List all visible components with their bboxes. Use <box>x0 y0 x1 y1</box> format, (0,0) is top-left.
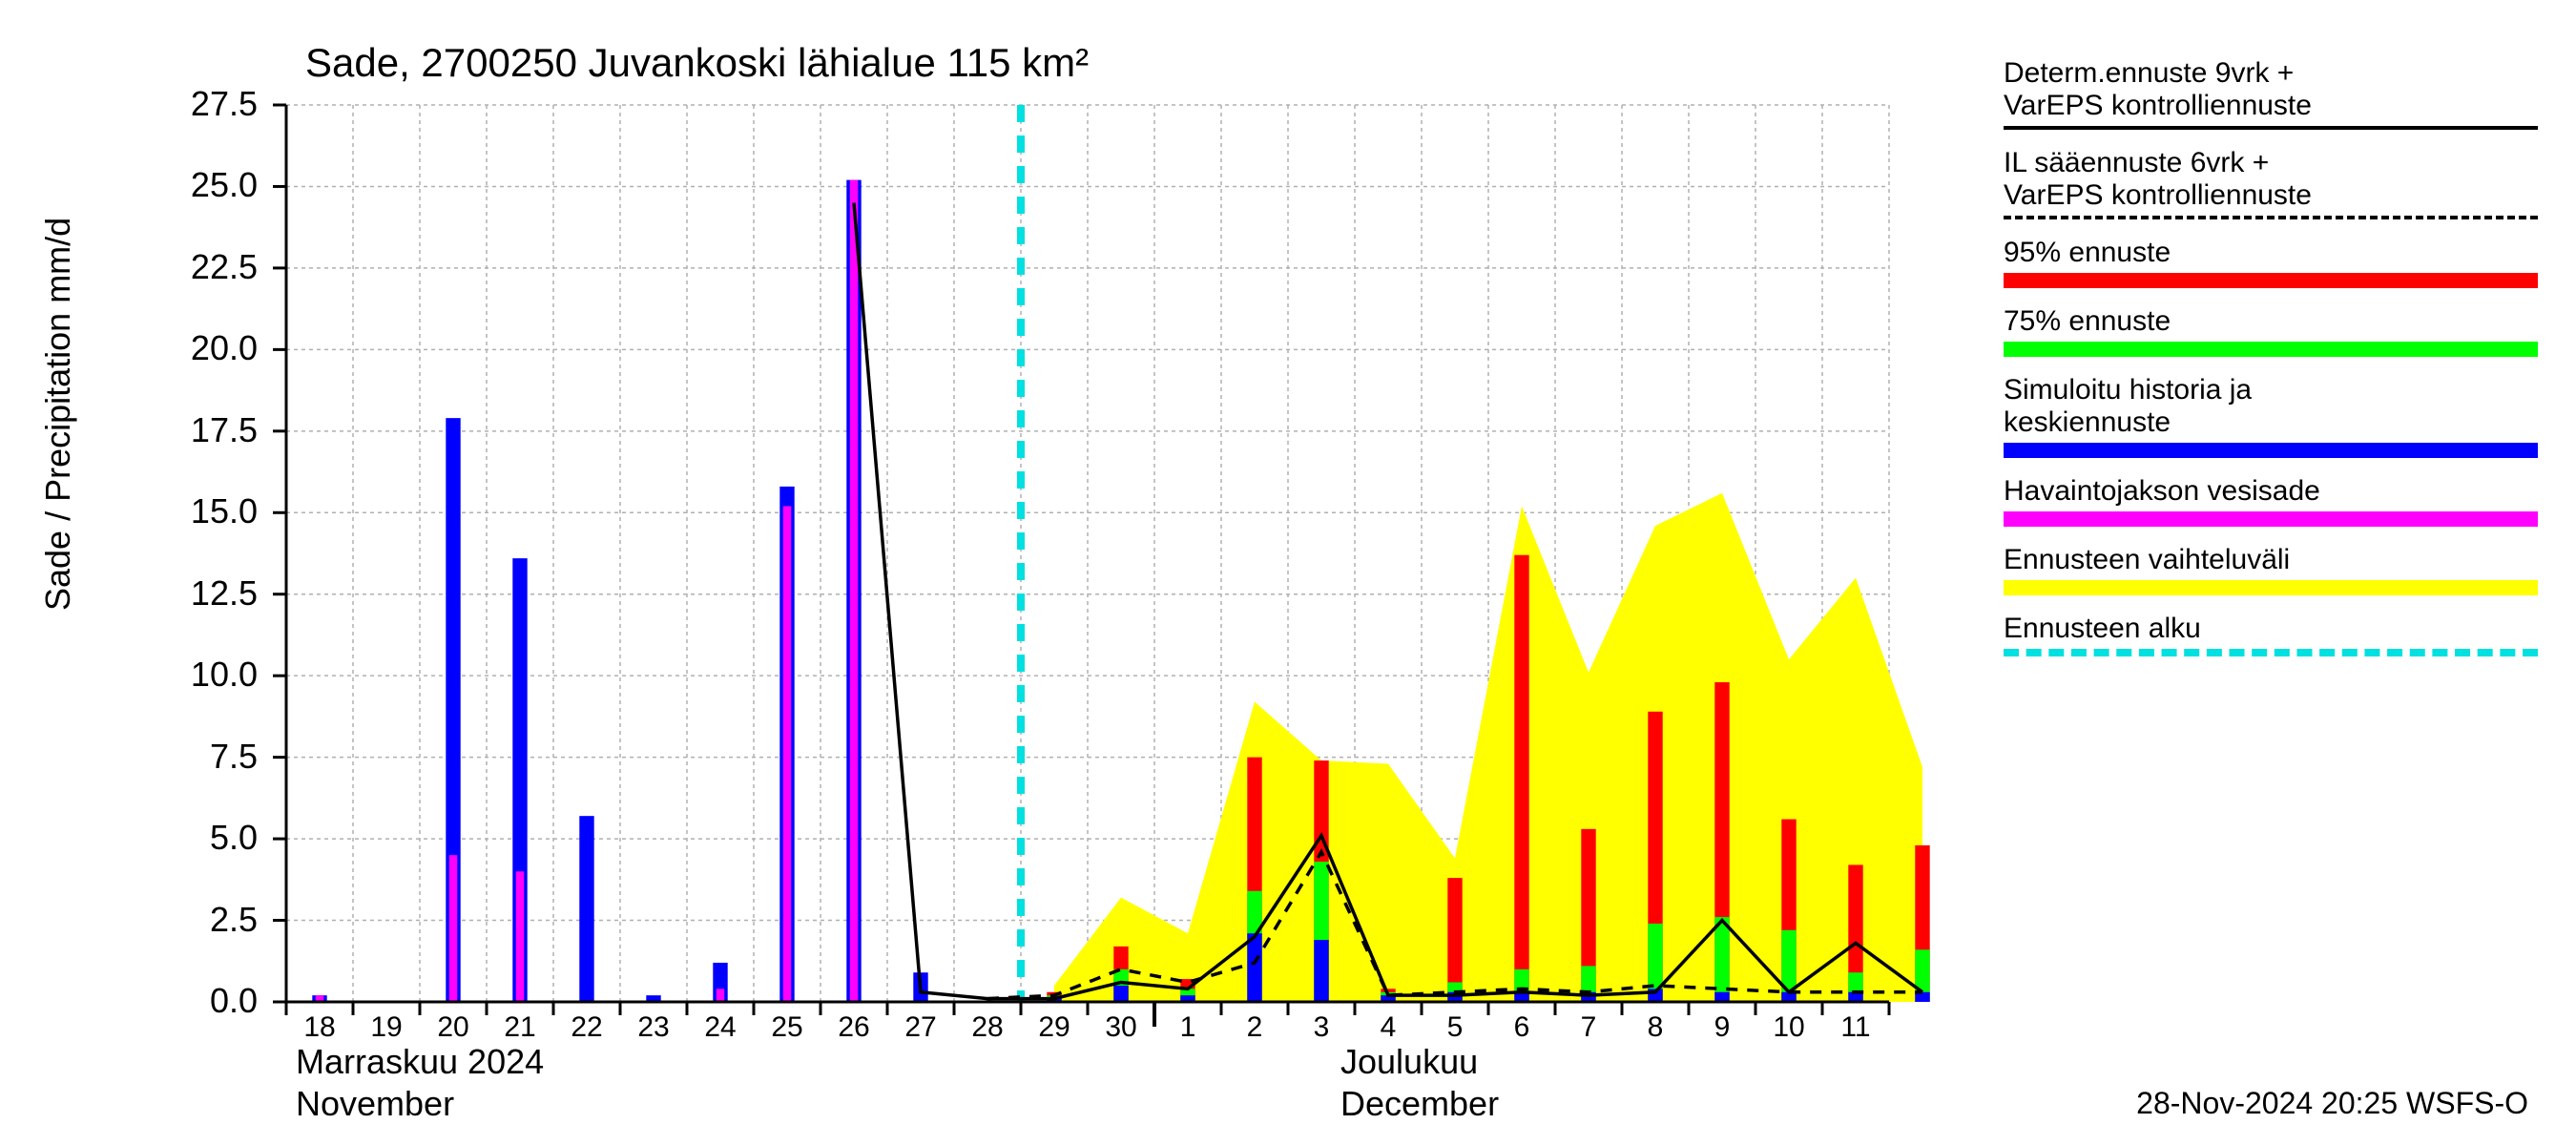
legend-label: 95% ennuste <box>2004 237 2538 269</box>
legend-label: Ennusteen alku <box>2004 613 2538 645</box>
xtick-label: 7 <box>1581 1011 1597 1044</box>
xtick-label: 22 <box>571 1011 602 1044</box>
legend-swatch <box>2004 443 2538 458</box>
xtick-label: 10 <box>1773 1011 1804 1044</box>
ytick-label: 12.5 <box>162 573 258 614</box>
xtick-label: 5 <box>1447 1011 1464 1044</box>
legend-item: Ennusteen alku <box>2004 613 2538 656</box>
ytick-label: 5.0 <box>162 818 258 858</box>
month-right-fi: Joulukuu <box>1340 1042 1478 1082</box>
ytick-label: 20.0 <box>162 328 258 368</box>
xtick-label: 20 <box>437 1011 468 1044</box>
legend-label: Determ.ennuste 9vrk + <box>2004 57 2538 90</box>
legend-label: VarEPS kontrolliennuste <box>2004 90 2538 122</box>
y-axis-label: Sade / Precipitation mm/d <box>38 218 78 611</box>
xtick-label: 25 <box>771 1011 802 1044</box>
month-left-fi: Marraskuu 2024 <box>296 1042 544 1082</box>
xtick-label: 18 <box>303 1011 335 1044</box>
xtick-label: 23 <box>637 1011 669 1044</box>
legend-swatch <box>2004 126 2538 130</box>
legend: Determ.ennuste 9vrk +VarEPS kontrollienn… <box>2004 57 2538 674</box>
xtick-label: 9 <box>1714 1011 1731 1044</box>
ytick-label: 22.5 <box>162 247 258 287</box>
legend-label: Havaintojakson vesisade <box>2004 475 2538 508</box>
xtick-label: 28 <box>971 1011 1003 1044</box>
xtick-label: 27 <box>904 1011 936 1044</box>
xtick-label: 24 <box>704 1011 736 1044</box>
ytick-label: 27.5 <box>162 84 258 124</box>
legend-label: keskiennuste <box>2004 406 2538 439</box>
ytick-label: 17.5 <box>162 410 258 450</box>
xtick-label: 26 <box>838 1011 869 1044</box>
legend-item: IL sääennuste 6vrk + VarEPS kontrollienn… <box>2004 147 2538 219</box>
legend-swatch <box>2004 580 2538 595</box>
ytick-label: 0.0 <box>162 981 258 1021</box>
legend-swatch <box>2004 511 2538 527</box>
xtick-label: 6 <box>1514 1011 1530 1044</box>
legend-swatch <box>2004 649 2538 656</box>
legend-label: IL sääennuste 6vrk + <box>2004 147 2538 179</box>
xtick-label: 4 <box>1381 1011 1397 1044</box>
month-right-en: December <box>1340 1084 1499 1124</box>
ytick-label: 10.0 <box>162 655 258 695</box>
chart-title: Sade, 2700250 Juvankoski lähialue 115 km… <box>305 40 1089 86</box>
legend-item: Determ.ennuste 9vrk +VarEPS kontrollienn… <box>2004 57 2538 130</box>
xtick-label: 11 <box>1840 1011 1870 1044</box>
xtick-label: 30 <box>1105 1011 1136 1044</box>
xtick-label: 19 <box>370 1011 402 1044</box>
legend-item: 95% ennuste <box>2004 237 2538 288</box>
legend-swatch <box>2004 342 2538 357</box>
ytick-label: 2.5 <box>162 900 258 940</box>
legend-label: Ennusteen vaihteluväli <box>2004 544 2538 576</box>
month-left-en: November <box>296 1084 454 1124</box>
legend-item: Ennusteen vaihteluväli <box>2004 544 2538 595</box>
xtick-label: 2 <box>1247 1011 1263 1044</box>
xtick-label: 3 <box>1314 1011 1330 1044</box>
legend-label: 75% ennuste <box>2004 305 2538 338</box>
legend-swatch <box>2004 273 2538 288</box>
chart-container: Sade, 2700250 Juvankoski lähialue 115 km… <box>0 0 2576 1145</box>
legend-label: VarEPS kontrolliennuste <box>2004 179 2538 212</box>
footer-timestamp: 28-Nov-2024 20:25 WSFS-O <box>2136 1086 2528 1121</box>
legend-item: Havaintojakson vesisade <box>2004 475 2538 527</box>
legend-swatch <box>2004 216 2538 219</box>
plot-svg <box>286 105 1889 1002</box>
legend-item: Simuloitu historia jakeskiennuste <box>2004 374 2538 458</box>
xtick-label: 21 <box>504 1011 535 1044</box>
xtick-label: 1 <box>1180 1011 1196 1044</box>
legend-label: Simuloitu historia ja <box>2004 374 2538 406</box>
ytick-label: 7.5 <box>162 737 258 777</box>
xtick-label: 8 <box>1648 1011 1664 1044</box>
ytick-label: 25.0 <box>162 165 258 205</box>
ytick-label: 15.0 <box>162 491 258 531</box>
legend-item: 75% ennuste <box>2004 305 2538 357</box>
plot-area <box>286 105 1889 1002</box>
xtick-label: 29 <box>1038 1011 1070 1044</box>
